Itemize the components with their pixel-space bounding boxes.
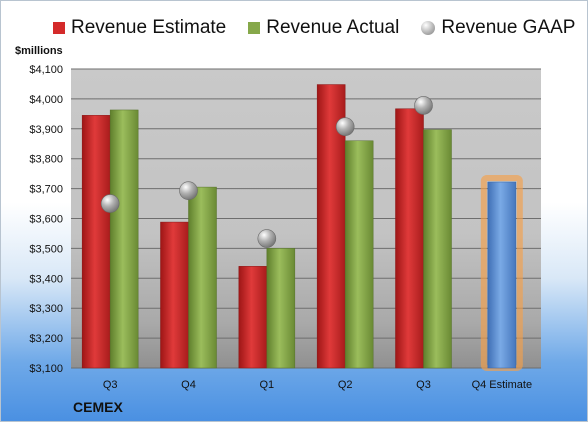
x-tick-label: Q4 Estimate — [472, 379, 533, 391]
y-tick-label: $3,100 — [29, 363, 63, 375]
x-tick-label: Q3 — [103, 379, 118, 391]
y-tick-label: $4,000 — [29, 94, 63, 106]
bar-estimate — [160, 221, 189, 369]
bar-actual — [344, 140, 374, 369]
legend-label-estimate: Revenue Estimate — [71, 17, 227, 38]
bar-actual — [266, 248, 296, 369]
bars — [81, 84, 523, 371]
legend-item-gaap: Revenue GAAP — [421, 17, 575, 39]
y-tick-label: $3,200 — [29, 333, 63, 345]
legend-swatch-gaap — [421, 21, 436, 35]
y-axis-unit-label: $millions — [15, 45, 63, 57]
gaap-marker — [414, 96, 433, 115]
x-axis-tick-labels: Q3 Q4 Q1 Q2 Q3 Q4 Estimate — [103, 379, 532, 391]
legend-label-actual: Revenue Actual — [266, 17, 400, 38]
y-tick-label: $3,400 — [29, 273, 63, 285]
legend-item-actual: Revenue Actual — [248, 17, 399, 39]
gaap-markers — [100, 96, 433, 248]
bar-actual — [423, 129, 452, 369]
company-name: CEMEX — [73, 399, 123, 415]
y-tick-label: $4,100 — [29, 64, 63, 76]
bar-q4-estimate — [487, 181, 517, 369]
y-tick-label: $3,700 — [29, 184, 63, 196]
gaap-marker — [335, 117, 355, 137]
gaap-marker — [179, 181, 198, 200]
x-tick-label: Q2 — [338, 379, 353, 391]
y-tick-label: $3,900 — [29, 124, 63, 136]
y-tick-label: $3,800 — [29, 154, 63, 166]
gaap-marker — [100, 194, 120, 213]
legend-item-estimate: Revenue Estimate — [53, 17, 226, 39]
bar-actual — [109, 109, 139, 369]
legend-swatch-estimate — [53, 22, 65, 34]
bar-estimate — [395, 108, 424, 369]
bar-estimate — [81, 115, 111, 369]
x-tick-label: Q4 — [181, 379, 196, 391]
legend-label-gaap: Revenue GAAP — [441, 17, 576, 38]
gridlines — [71, 68, 541, 369]
y-axis-tick-labels: $3,100 $3,200 $3,300 $3,400 $3,500 $3,600 $3,7… — [29, 64, 63, 375]
legend: Revenue Estimate Revenue Actual Revenue … — [53, 15, 575, 41]
bar-actual — [188, 186, 217, 369]
bar-estimate — [238, 266, 268, 369]
x-tick-label: Q1 — [259, 379, 274, 391]
x-tick-label: Q3 — [416, 379, 431, 391]
legend-swatch-actual — [248, 22, 261, 34]
gaap-marker — [257, 229, 277, 248]
y-tick-label: $3,500 — [29, 243, 63, 255]
y-tick-label: $3,300 — [29, 303, 63, 315]
y-tick-label: $3,600 — [29, 214, 63, 226]
